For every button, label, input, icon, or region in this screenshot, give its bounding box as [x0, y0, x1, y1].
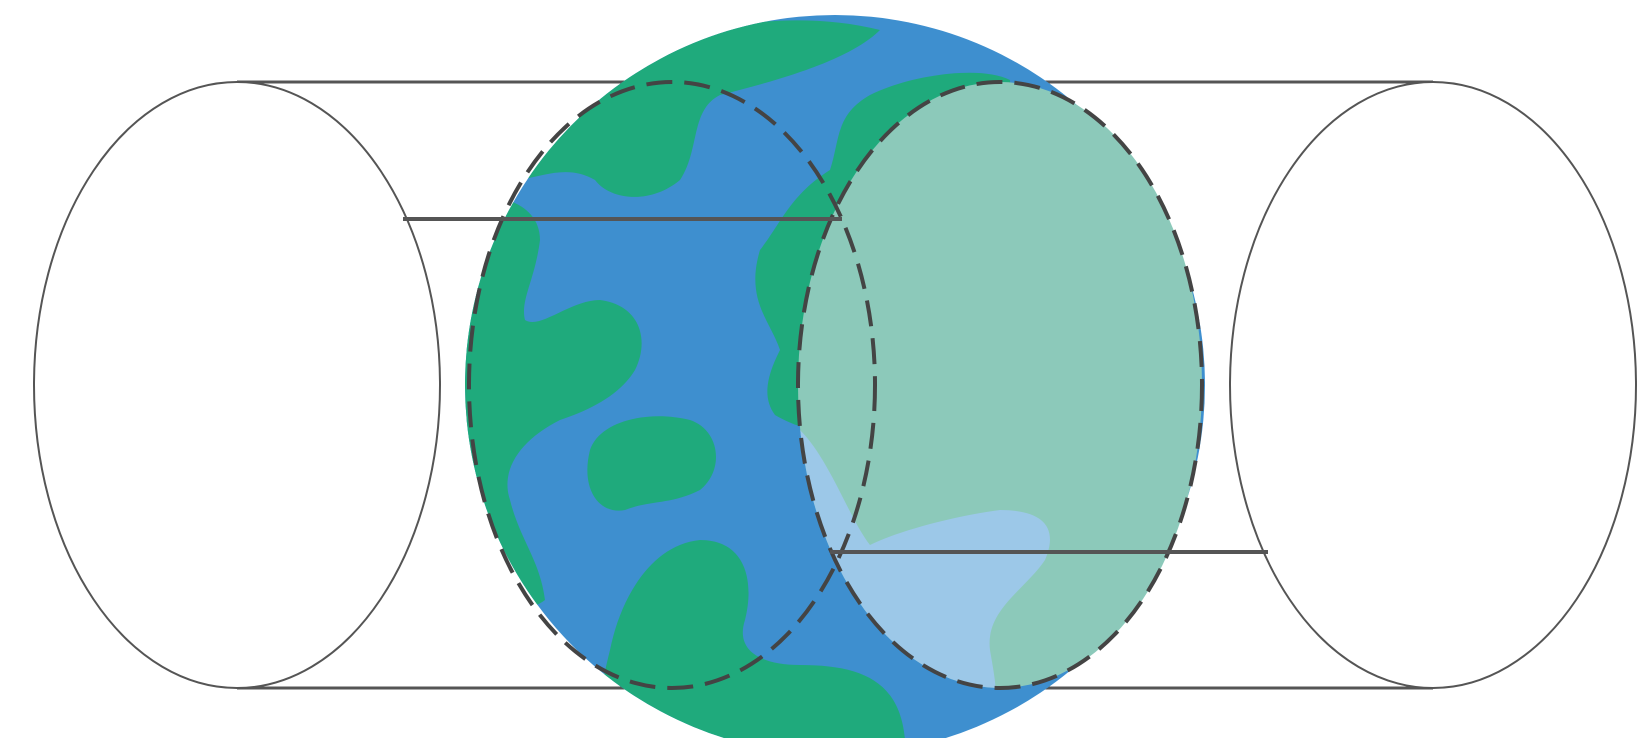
continent-north-west	[470, 20, 880, 197]
continent-south	[598, 540, 905, 738]
continent-island	[587, 416, 717, 511]
left-cylinder-end	[33, 81, 441, 689]
right-cylinder-end	[1229, 81, 1637, 689]
dashed-left-tunnel	[467, 80, 877, 690]
dashed-right-tunnel	[796, 80, 1204, 690]
continent-west	[465, 196, 642, 608]
